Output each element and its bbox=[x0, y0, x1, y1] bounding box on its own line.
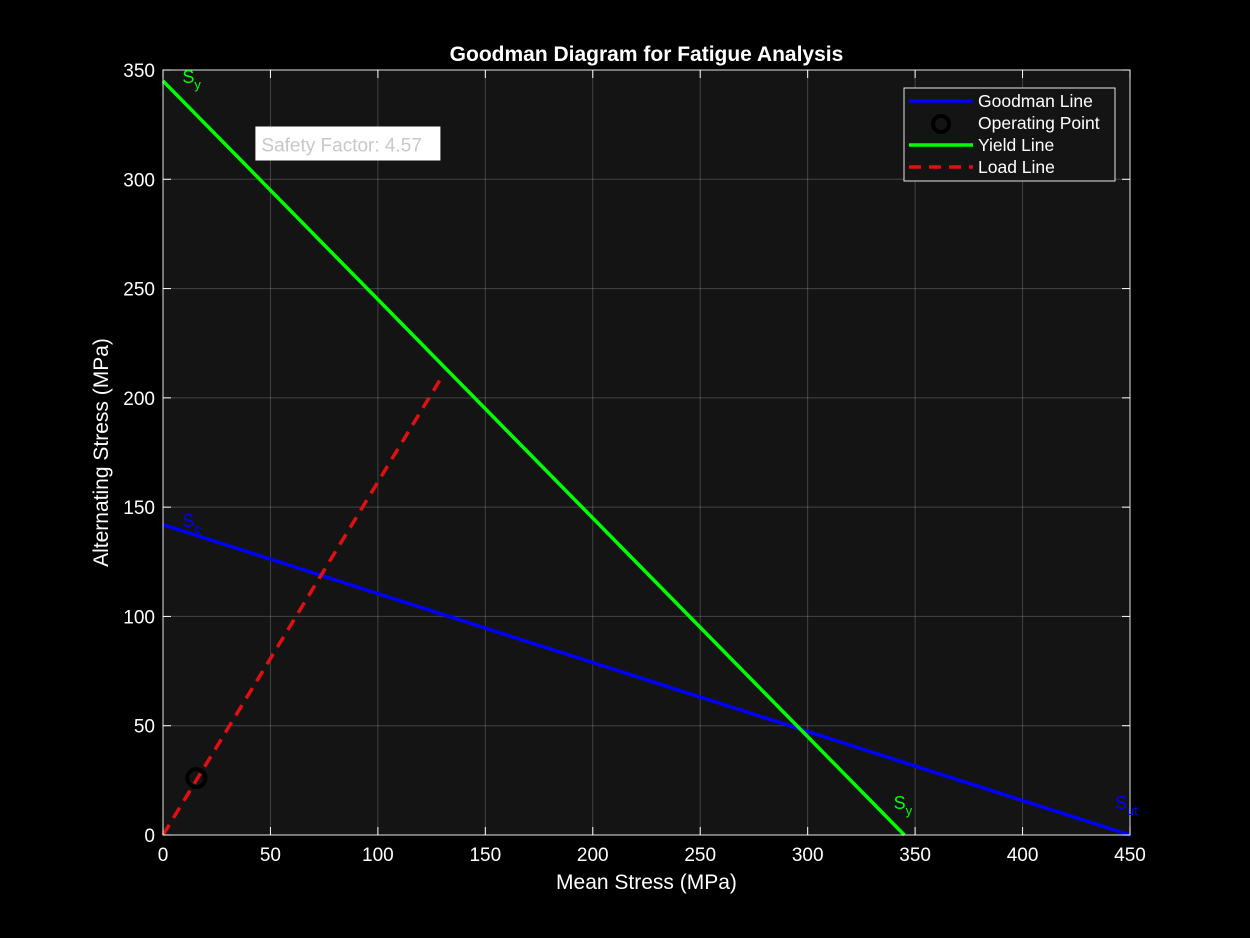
load-line-series bbox=[161, 375, 444, 836]
y-tick-label: 350 bbox=[123, 61, 155, 82]
y-tick-label: 50 bbox=[134, 717, 155, 738]
annotation-label: Sy bbox=[182, 67, 201, 92]
y-tick-label: 150 bbox=[123, 498, 155, 519]
plot-background bbox=[163, 70, 1130, 835]
operating-point-marker bbox=[185, 767, 208, 790]
legend-entry-label: Load Line bbox=[978, 157, 1055, 177]
x-tick-label: 250 bbox=[684, 845, 716, 866]
x-tick-label: 450 bbox=[1114, 845, 1146, 866]
x-tick-label: 50 bbox=[260, 845, 281, 866]
y-tick-label: 200 bbox=[123, 389, 155, 410]
x-tick-label: 200 bbox=[577, 845, 609, 866]
legend-swatch-marker bbox=[931, 114, 951, 134]
series-layer bbox=[161, 79, 1131, 837]
yield-line-series bbox=[161, 79, 906, 837]
x-tick-label: 300 bbox=[792, 845, 824, 866]
y-axis-label: Alternating Stress (MPa) bbox=[90, 338, 113, 567]
legend-entry-label: Goodman Line bbox=[978, 91, 1093, 111]
axis-ticks: 0 50 100 150 200 250 300 350 400 450 0 50 100 150 200 2… bbox=[123, 61, 1146, 866]
chart-title: Goodman Diagram for Fatigue Analysis bbox=[450, 43, 844, 66]
y-tick-label: 100 bbox=[123, 607, 155, 628]
y-tick-label: 250 bbox=[123, 280, 155, 301]
x-tick-label: 0 bbox=[158, 845, 169, 866]
annotation-label: Sut bbox=[1115, 793, 1138, 818]
plot-frame bbox=[162, 69, 1131, 836]
x-tick-label: 350 bbox=[899, 845, 931, 866]
safety-factor-box: Safety Factor: 4.57 bbox=[255, 126, 441, 161]
legend-entry-label: Yield Line bbox=[978, 135, 1054, 155]
safety-factor-box-bg bbox=[255, 126, 441, 161]
y-tick-label: 300 bbox=[123, 170, 155, 191]
x-tick-label: 150 bbox=[469, 845, 501, 866]
goodman-line-series bbox=[162, 522, 1131, 837]
x-axis-label: Mean Stress (MPa) bbox=[556, 871, 737, 894]
y-tick-label: 0 bbox=[144, 826, 155, 847]
x-tick-label: 400 bbox=[1007, 845, 1039, 866]
safety-factor-text: Safety Factor: 4.57 bbox=[261, 136, 422, 157]
annotations: Sy Se Sy Sut bbox=[182, 67, 1138, 818]
annotation-label: Sy bbox=[894, 793, 913, 818]
legend-entry-label: Operating Point bbox=[978, 113, 1100, 133]
annotation-label: Se bbox=[182, 511, 201, 536]
x-tick-label: 100 bbox=[362, 845, 394, 866]
